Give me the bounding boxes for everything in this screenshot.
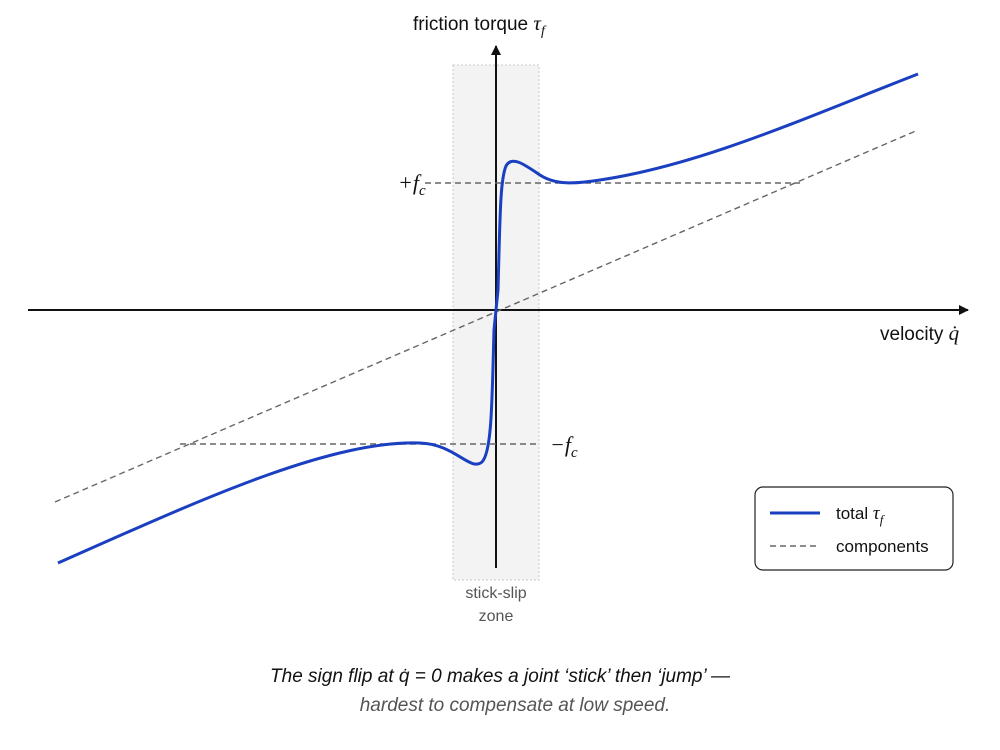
caption: The sign flip at q̇ = 0 makes a joint ‘s… (270, 666, 731, 687)
zone-label: zone (479, 608, 514, 625)
legend-label: components (836, 537, 929, 556)
x-axis-label: velocity q̇ (880, 321, 960, 345)
plus-fc-label: +fc (398, 170, 426, 199)
legend-box (754, 486, 954, 571)
legend-label: total τf (836, 503, 886, 527)
y-axis-label: friction torque τf (413, 11, 547, 39)
zone-label: stick-slip (465, 585, 526, 602)
total-friction-curve (57, 72, 919, 565)
caption: hardest to compensate at low speed. (360, 695, 671, 716)
viscous-line (54, 129, 919, 503)
minus-fc-label: −fc (550, 432, 578, 461)
